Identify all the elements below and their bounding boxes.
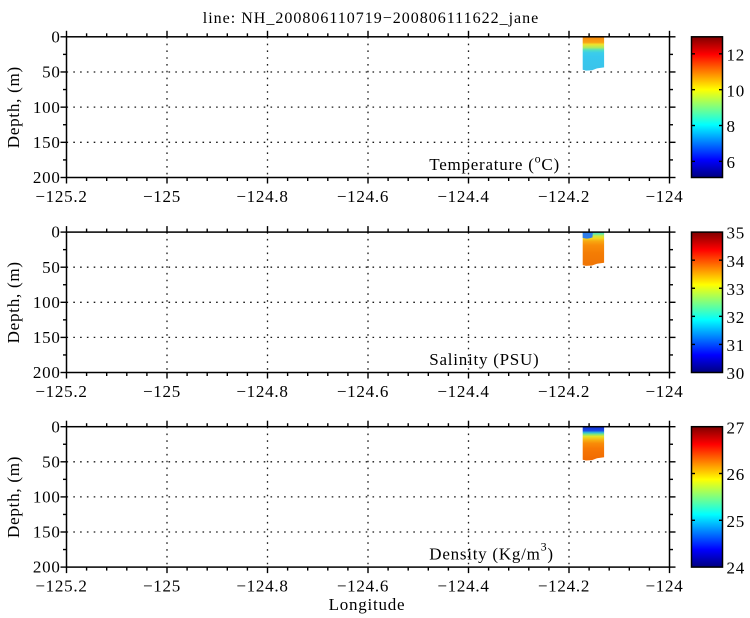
- svg-text:150: 150: [33, 328, 61, 347]
- svg-text:Longitude: Longitude: [329, 595, 406, 614]
- svg-text:−124: −124: [645, 382, 683, 401]
- svg-text:−124.4: −124.4: [437, 382, 489, 401]
- svg-text:Salinity (PSU): Salinity (PSU): [429, 350, 539, 369]
- svg-text:line: NH_200806110719−20080611: line: NH_200806110719−200806111622_jane: [203, 10, 539, 27]
- svg-text:−125.2: −125.2: [35, 382, 87, 401]
- svg-text:−124.2: −124.2: [538, 577, 590, 596]
- svg-text:−124: −124: [645, 187, 683, 206]
- svg-text:10: 10: [727, 81, 746, 100]
- svg-text:50: 50: [42, 452, 61, 471]
- svg-text:27: 27: [727, 418, 746, 437]
- svg-text:−124: −124: [645, 577, 683, 596]
- svg-text:−125: −125: [143, 577, 181, 596]
- svg-text:100: 100: [33, 293, 61, 312]
- svg-text:−124.2: −124.2: [538, 187, 590, 206]
- svg-text:26: 26: [727, 465, 746, 484]
- svg-text:50: 50: [42, 258, 61, 277]
- svg-text:25: 25: [727, 512, 746, 531]
- svg-text:0: 0: [51, 223, 60, 242]
- svg-text:−124.6: −124.6: [337, 577, 389, 596]
- svg-text:31: 31: [727, 336, 746, 355]
- svg-text:50: 50: [42, 63, 61, 82]
- svg-text:24: 24: [727, 559, 746, 578]
- svg-text:−124.2: −124.2: [538, 382, 590, 401]
- svg-text:32: 32: [727, 308, 746, 327]
- svg-text:200: 200: [33, 168, 61, 187]
- svg-text:−125: −125: [143, 187, 181, 206]
- svg-text:−124.8: −124.8: [236, 187, 288, 206]
- svg-text:Depth, (m): Depth, (m): [4, 261, 23, 343]
- svg-text:−125.2: −125.2: [35, 577, 87, 596]
- svg-text:33: 33: [727, 280, 746, 299]
- svg-text:−124.4: −124.4: [437, 577, 489, 596]
- svg-text:0: 0: [51, 27, 60, 46]
- svg-text:6: 6: [727, 153, 736, 172]
- svg-text:200: 200: [33, 363, 61, 382]
- svg-text:34: 34: [727, 252, 746, 271]
- svg-text:Temperature (oC): Temperature (oC): [429, 152, 560, 175]
- svg-text:−124.6: −124.6: [337, 187, 389, 206]
- svg-text:200: 200: [33, 558, 61, 577]
- svg-text:−124.8: −124.8: [236, 382, 288, 401]
- svg-text:150: 150: [33, 133, 61, 152]
- svg-text:8: 8: [727, 117, 736, 136]
- svg-text:30: 30: [727, 364, 746, 383]
- svg-text:−124.4: −124.4: [437, 187, 489, 206]
- svg-text:−125.2: −125.2: [35, 187, 87, 206]
- svg-text:12: 12: [727, 45, 746, 64]
- svg-text:100: 100: [33, 98, 61, 117]
- svg-text:0: 0: [51, 417, 60, 436]
- svg-text:100: 100: [33, 488, 61, 507]
- svg-text:Depth, (m): Depth, (m): [4, 66, 23, 148]
- svg-text:Depth, (m): Depth, (m): [4, 456, 23, 538]
- svg-text:35: 35: [727, 224, 746, 243]
- svg-text:−124.6: −124.6: [337, 382, 389, 401]
- svg-text:−124.8: −124.8: [236, 577, 288, 596]
- svg-text:−125: −125: [143, 382, 181, 401]
- svg-text:150: 150: [33, 523, 61, 542]
